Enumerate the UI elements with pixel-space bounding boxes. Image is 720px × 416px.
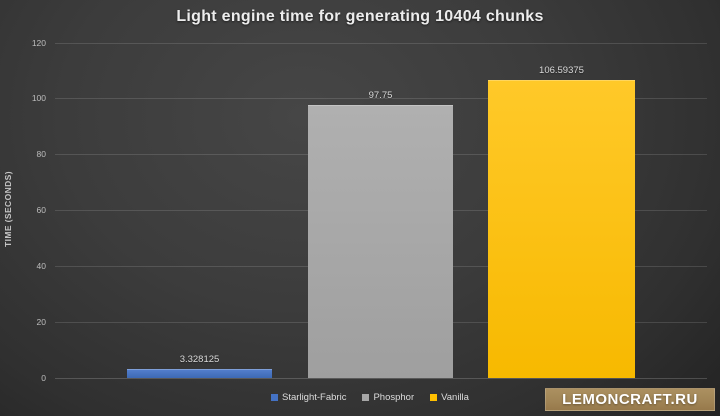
legend-swatch-icon <box>362 394 370 401</box>
y-tick-label: 120 <box>31 37 46 48</box>
bar-phosphor <box>308 105 453 378</box>
bar-value-label: 3.328125 <box>179 354 220 365</box>
chart-title: Light engine time for generating 10404 c… <box>176 8 544 25</box>
bar-starlight-fabric <box>127 369 272 378</box>
y-tick-label: 60 <box>36 205 46 215</box>
y-tick-label: 0 <box>41 372 46 383</box>
legend-swatch-icon <box>271 394 279 401</box>
legend-label: Vanilla <box>441 392 469 403</box>
y-tick-label: 20 <box>36 316 46 327</box>
legend-item-phosphor: Phosphor <box>362 392 414 403</box>
bar-value-label: 97.75 <box>368 90 393 101</box>
legend-item-vanilla: Vanilla <box>430 392 469 403</box>
legend-swatch-icon <box>430 394 438 401</box>
legend-label: Phosphor <box>373 392 415 403</box>
gridline <box>55 377 707 379</box>
bar-value-label: 106.59375 <box>539 65 584 76</box>
bar-vanilla <box>488 80 635 378</box>
y-tick-label: 80 <box>36 149 46 160</box>
y-tick-label: 100 <box>31 93 46 104</box>
gridline <box>55 42 707 44</box>
legend-label: Starlight-Fabric <box>282 392 347 403</box>
gridline <box>55 98 707 100</box>
plot-area: 3.328125 97.75 106.59375 <box>55 42 707 379</box>
legend-item-starlight-fabric: Starlight-Fabric <box>271 392 346 403</box>
watermark-badge: LEMONCRAFT.RU <box>545 388 715 411</box>
y-tick-label: 40 <box>36 260 46 271</box>
legend: Starlight-Fabric Phosphor Vanilla <box>0 392 720 403</box>
